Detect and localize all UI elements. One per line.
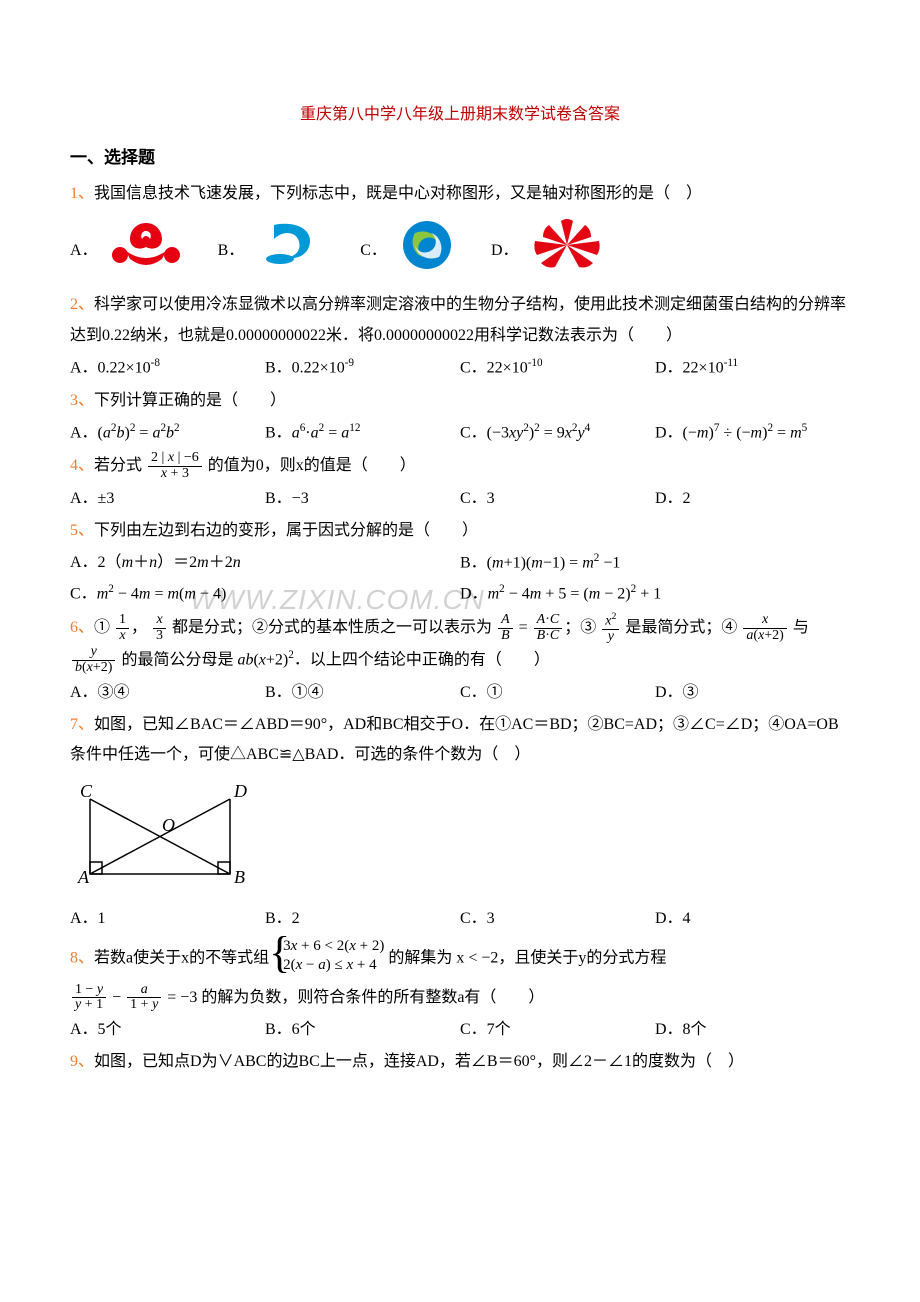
svg-text:C: C	[80, 781, 93, 801]
telecom-logo-icon	[252, 217, 328, 284]
q2-num: 2、	[70, 296, 94, 313]
q4-before: 若分式	[94, 457, 142, 474]
q5-C: C．m2 − 4m = m(m − 4)	[70, 579, 460, 610]
page-title: 重庆第八中学八年级上册期末数学试卷含答案	[70, 100, 850, 130]
q3-text: 下列计算正确的是（ ）	[94, 392, 286, 409]
q3-C: C．(−3xy2)2 = 9x2y4	[460, 418, 655, 449]
q1: 1、我国信息技术飞速发展，下列标志中，既是中心对称图形，又是轴对称图形的是（ ）	[70, 179, 850, 209]
q6: 6、① 1x， x3 都是分式；②分式的基本性质之一可以表示为 AB = A·C…	[70, 612, 850, 676]
q3-A: A．(a2b)2 = a2b2	[70, 418, 265, 449]
q8-B: B．6个	[265, 1015, 460, 1045]
q4-C: C．3	[460, 484, 655, 514]
q7-num: 7、	[70, 716, 94, 733]
q6-A: A．③④	[70, 678, 265, 708]
q4-D: D．2	[655, 484, 850, 514]
q2-text: 科学家可以使用冷冻显微术以高分辨率测定溶液中的生物分子结构，使用此技术测定细菌蛋…	[70, 296, 846, 343]
q2-C: C．22×10-10	[460, 353, 655, 384]
q6-C: C．①	[460, 678, 655, 708]
q6-options: A．③④ B．①④ C．① D．③	[70, 678, 850, 708]
q2-options: A．0.22×10-8 B．0.22×10-9 C．22×10-10 D．22×…	[70, 353, 850, 384]
q7: 7、如图，已知∠BAC＝∠ABD＝90°，AD和BC相交于O．在①AC＝BD；②…	[70, 710, 850, 771]
q6-D: D．③	[655, 678, 850, 708]
q2: 2、科学家可以使用冷冻显微术以高分辨率测定溶液中的生物分子结构，使用此技术测定细…	[70, 290, 850, 351]
q1-text: 我国信息技术飞速发展，下列标志中，既是中心对称图形，又是轴对称图形的是（ ）	[94, 185, 702, 202]
q3-D: D．(−m)7 ÷ (−m)2 = m5	[655, 418, 850, 449]
q5-A: A．2（m＋n）＝2m＋2n	[70, 548, 460, 579]
q5: 5、下列由左边到右边的变形，属于因式分解的是（ ）	[70, 516, 850, 546]
q2-A: A．0.22×10-8	[70, 353, 265, 384]
section-header: 一、选择题	[70, 142, 850, 174]
q8-A: A．5个	[70, 1015, 265, 1045]
q8-before: 若数a使关于x的不等式组	[94, 949, 269, 966]
mobile-logo-icon	[395, 217, 459, 284]
svg-text:A: A	[77, 867, 90, 887]
q4-options: A．±3 B．−3 C．3 D．2	[70, 484, 850, 514]
q2-B: B．0.22×10-9	[265, 353, 460, 384]
q4: 4、若分式 2 | x | −6x + 3 的值为0，则x的值是（ ）	[70, 451, 850, 482]
q3-num: 3、	[70, 392, 94, 409]
q9-text: 如图，已知点D为∨ABC的边BC上一点，连接AD，若∠B＝60°，则∠2－∠1的…	[94, 1053, 744, 1070]
q8: 8、若数a使关于x的不等式组 3x + 6 < 2(x + 2)2(x − a)…	[70, 937, 850, 981]
q5-B: B．(m+1)(m−1) = m2 −1	[460, 548, 850, 579]
q1-D: D．	[491, 236, 519, 266]
q1-C: C．	[360, 236, 387, 266]
q4-B: B．−3	[265, 484, 460, 514]
svg-text:O: O	[162, 815, 175, 835]
unicom-logo-icon	[106, 217, 186, 284]
q9-num: 9、	[70, 1053, 94, 1070]
q8-mid: 的解集为 x < −2，且使关于y的分式方程	[388, 949, 666, 966]
q7-text: 如图，已知∠BAC＝∠ABD＝90°，AD和BC相交于O．在①AC＝BD；②BC…	[70, 716, 839, 763]
q2-D: D．22×10-11	[655, 353, 850, 384]
q5-text: 下列由左边到右边的变形，属于因式分解的是（ ）	[94, 522, 478, 539]
q5-row1: A．2（m＋n）＝2m＋2n B．(m+1)(m−1) = m2 −1	[70, 548, 850, 579]
q5-num: 5、	[70, 522, 94, 539]
q8-num: 8、	[70, 949, 94, 966]
q5-row2: WWW.ZIXIN.COM.CN C．m2 − 4m = m(m − 4) D．…	[70, 579, 850, 610]
huawei-logo-icon	[527, 217, 607, 284]
q9: 9、如图，已知点D为∨ABC的边BC上一点，连接AD，若∠B＝60°，则∠2－∠…	[70, 1047, 850, 1077]
q3-B: B．a6·a2 = a12	[265, 418, 460, 449]
q7-B: B．2	[265, 904, 460, 934]
q4-after: 的值为0，则x的值是（ ）	[208, 457, 416, 474]
q8-after: 的解为负数，则符合条件的所有整数a有（ ）	[201, 989, 544, 1006]
q7-options: A．1 B．2 C．3 D．4	[70, 904, 850, 934]
q4-num: 4、	[70, 457, 94, 474]
q8-D: D．8个	[655, 1015, 850, 1045]
q7-diagram: C D A B O	[70, 779, 850, 900]
svg-text:B: B	[234, 867, 245, 887]
q7-A: A．1	[70, 904, 265, 934]
q3-options: A．(a2b)2 = a2b2 B．a6·a2 = a12 C．(−3xy2)2…	[70, 418, 850, 449]
q4-frac: 2 | x | −6x + 3	[148, 451, 202, 481]
q8-line2: 1 − yy + 1 − a1 + y = −3 的解为负数，则符合条件的所有整…	[70, 983, 850, 1014]
q1-A: A．	[70, 236, 98, 266]
svg-text:D: D	[233, 781, 247, 801]
q6-B: B．①④	[265, 678, 460, 708]
q7-C: C．3	[460, 904, 655, 934]
q1-num: 1、	[70, 185, 94, 202]
q4-A: A．±3	[70, 484, 265, 514]
q1-options: A． B． C．	[70, 217, 850, 284]
q8-options: A．5个 B．6个 C．7个 D．8个	[70, 1015, 850, 1045]
q8-brace: 3x + 6 < 2(x + 2)2(x − a) ≤ x + 4	[273, 937, 384, 981]
q6-num: 6、	[70, 619, 94, 636]
q3: 3、下列计算正确的是（ ）	[70, 386, 850, 416]
q1-B: B．	[218, 236, 245, 266]
q7-D: D．4	[655, 904, 850, 934]
q5-D: D．m2 − 4m + 5 = (m − 2)2 + 1	[460, 579, 850, 610]
q8-C: C．7个	[460, 1015, 655, 1045]
